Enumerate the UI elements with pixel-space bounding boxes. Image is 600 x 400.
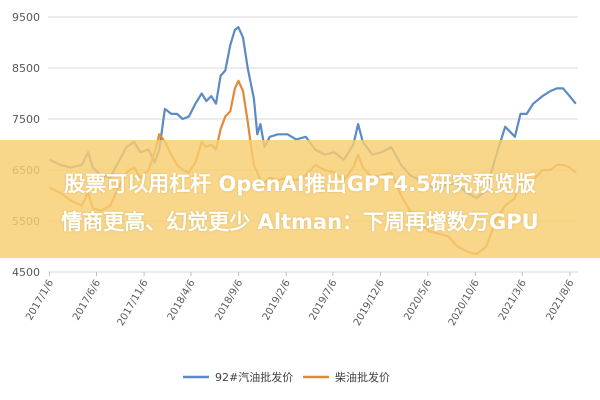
caption-line-2: 情商更高、幻觉更少 Altman：下周再增数万GPU bbox=[61, 210, 539, 234]
x-tick-label: 2017/11/6 bbox=[116, 278, 151, 328]
legend-label-1: 92#汽油批发价 bbox=[215, 370, 293, 384]
caption-line-1: 股票可以用杠杆 OpenAI推出GPT4.5研究预览版 bbox=[64, 172, 536, 196]
x-tick-label: 2019/2/6 bbox=[261, 278, 293, 322]
x-tick-label: 2019/12/6 bbox=[352, 278, 387, 328]
x-tick-label: 2020/5/6 bbox=[402, 278, 434, 322]
y-tick-label: 8500 bbox=[12, 62, 40, 75]
legend-label-2: 柴油批发价 bbox=[335, 370, 390, 384]
x-tick-label: 2021/3/6 bbox=[497, 278, 529, 322]
x-tick-label: 2018/9/6 bbox=[213, 278, 245, 322]
y-tick-label: 7500 bbox=[12, 113, 40, 126]
x-tick-label: 2021/8/6 bbox=[545, 278, 577, 322]
y-tick-label: 4500 bbox=[12, 266, 40, 279]
x-tick-label: 2017/1/6 bbox=[24, 278, 56, 322]
x-tick-label: 2019/7/6 bbox=[308, 278, 340, 322]
x-tick-label: 2017/6/6 bbox=[71, 278, 103, 322]
caption-banner bbox=[0, 140, 600, 258]
y-tick-label: 9500 bbox=[12, 11, 40, 24]
x-tick-label: 2018/4/6 bbox=[166, 278, 198, 322]
x-tick-label: 2020/10/6 bbox=[447, 278, 482, 328]
